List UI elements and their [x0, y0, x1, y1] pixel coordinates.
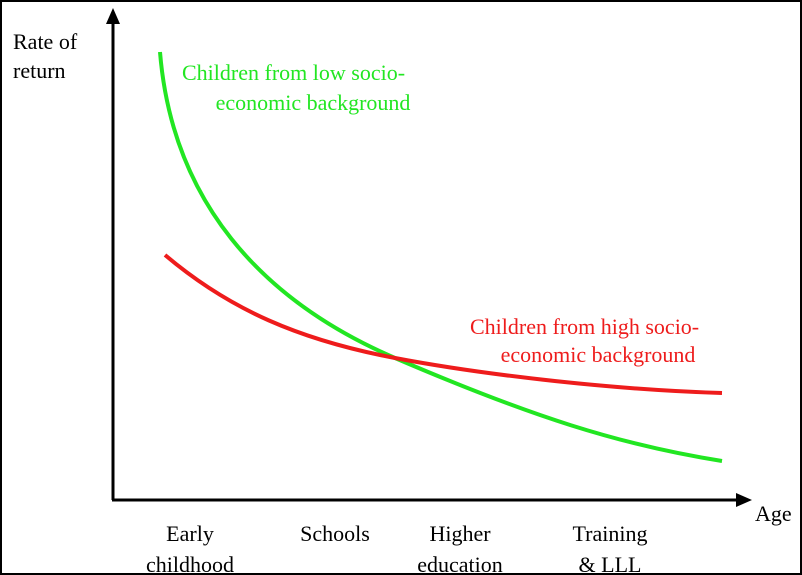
y-axis-label: return — [13, 58, 66, 83]
x-category: Early — [166, 521, 214, 546]
curve-label: economic background — [216, 90, 411, 115]
y-axis-label: Rate of — [13, 29, 78, 54]
x-axis-arrow — [736, 493, 752, 507]
y-axis-arrow — [106, 8, 120, 24]
curve-label: Children from low socio- — [182, 60, 405, 85]
x-category: Schools — [300, 521, 370, 546]
curve-label: Children from high socio- — [470, 314, 699, 339]
x-category: & LLL — [579, 552, 642, 575]
x-axis-label: Age — [755, 501, 792, 526]
x-category: Training — [573, 521, 648, 546]
curve-label: economic background — [501, 342, 696, 367]
curve-high — [163, 253, 723, 395]
x-category: Higher — [429, 521, 491, 546]
x-category: childhood — [146, 552, 234, 575]
x-category: education — [417, 552, 503, 575]
